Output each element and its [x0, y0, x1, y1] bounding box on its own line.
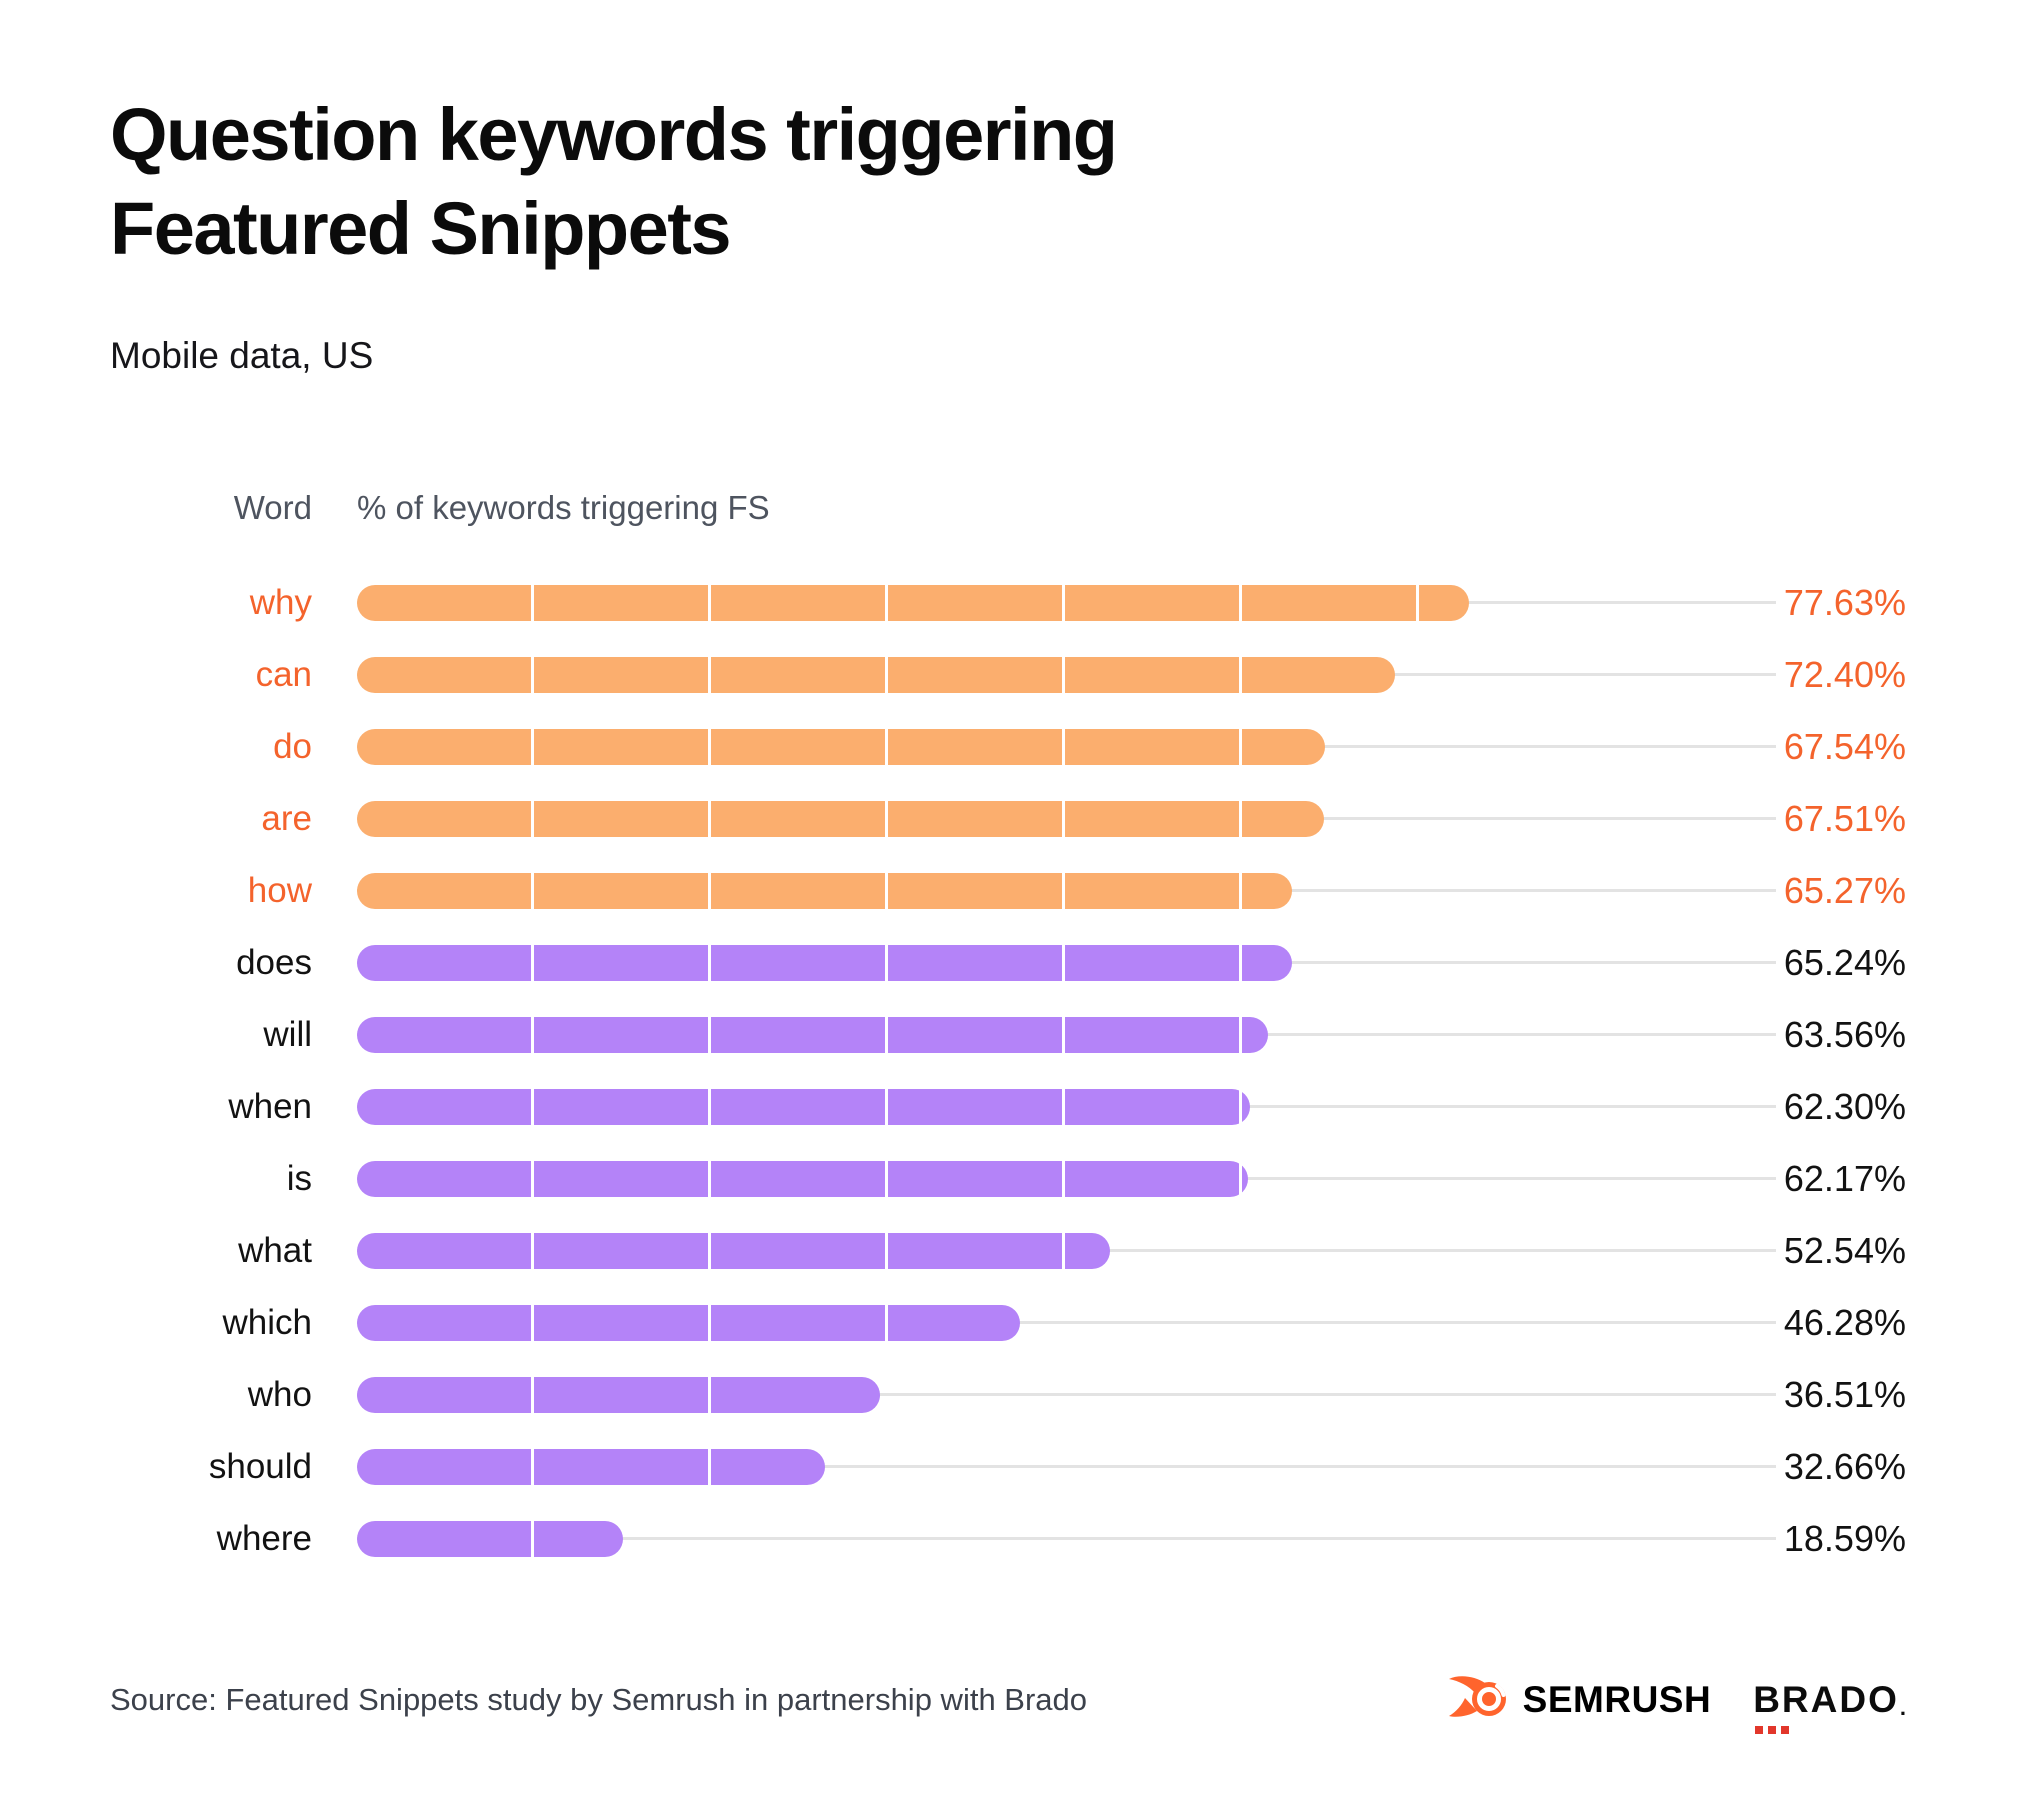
bar-cell: [357, 1287, 1776, 1359]
bar-cell: [357, 855, 1776, 927]
chart-row: will 63.56%: [0, 999, 2020, 1071]
bar: [357, 801, 1325, 837]
bar-cell: [357, 1143, 1776, 1215]
bar-cell: [357, 1359, 1776, 1431]
page-subtitle: Mobile data, US: [110, 335, 374, 376]
row-value-label: 18.59%: [1783, 1518, 1906, 1559]
semrush-logo: SEMRUSH: [1447, 1673, 1712, 1728]
row-word-label: is: [286, 1159, 312, 1198]
chart-row: where 18.59%: [0, 1503, 2020, 1575]
bar-cell: [357, 711, 1776, 783]
row-value-label: 63.56%: [1783, 1014, 1906, 1055]
row-word-label: are: [261, 799, 312, 838]
row-word-label: who: [247, 1375, 312, 1414]
bar-cell: [357, 1503, 1776, 1575]
bar-cell: [357, 999, 1776, 1071]
bar-chart: why 77.63% can 72.40% do 67.54% are 67.51% how 65…: [0, 567, 2020, 1575]
bar: [357, 1449, 825, 1485]
row-value-label: 62.30%: [1783, 1086, 1906, 1127]
bar-cell: [357, 1071, 1776, 1143]
row-value-label: 67.51%: [1783, 798, 1906, 839]
column-headers: Word % of keywords triggering FS: [0, 489, 2020, 526]
row-word-label: which: [222, 1303, 312, 1342]
chart-row: which 46.28%: [0, 1287, 2020, 1359]
chart-row: are 67.51%: [0, 783, 2020, 855]
row-value-label: 67.54%: [1783, 726, 1906, 767]
source-note: Source: Featured Snippets study by Semru…: [110, 1682, 1088, 1717]
row-value-label: 65.24%: [1783, 942, 1906, 983]
chart-row: what 52.54%: [0, 1215, 2020, 1287]
logos: SEMRUSH BRADO .: [1447, 1673, 1906, 1734]
row-value-label: 32.66%: [1783, 1446, 1906, 1487]
row-word-label: how: [247, 871, 312, 910]
bar-track: [357, 1393, 1776, 1396]
bar-track: [357, 1465, 1776, 1468]
bar: [357, 1017, 1268, 1053]
bar: [357, 1377, 881, 1413]
bar-track: [357, 1321, 1776, 1324]
bar: [357, 1233, 1110, 1269]
brado-trademark-dot: .: [1899, 1695, 1906, 1720]
bar: [357, 1521, 624, 1557]
chart-row: does 65.24%: [0, 927, 2020, 999]
chart-row: who 36.51%: [0, 1359, 2020, 1431]
chart-row: is 62.17%: [0, 1143, 2020, 1215]
row-word-label: what: [238, 1231, 312, 1270]
brado-logo: BRADO .: [1753, 1679, 1906, 1734]
row-value-label: 36.51%: [1783, 1374, 1906, 1415]
row-word-label: why: [249, 583, 312, 622]
brado-dots-icon: [1755, 1726, 1790, 1734]
row-word-label: can: [255, 655, 312, 694]
row-word-label: should: [208, 1447, 312, 1486]
semrush-flame-icon: [1447, 1673, 1511, 1728]
row-word-label: where: [216, 1519, 312, 1558]
bar: [357, 1305, 1021, 1341]
row-value-label: 62.17%: [1783, 1158, 1906, 1199]
column-header-word: Word: [233, 489, 312, 526]
bar-cell: [357, 1215, 1776, 1287]
bar: [357, 585, 1470, 621]
bar-track: [357, 1537, 1776, 1540]
bar: [357, 1089, 1250, 1125]
page-title: Question keywords triggering Featured Sn…: [110, 93, 1118, 270]
chart-row: why 77.63%: [0, 567, 2020, 639]
chart-row: should 32.66%: [0, 1431, 2020, 1503]
row-word-label: when: [228, 1087, 312, 1126]
column-header-value: % of keywords triggering FS: [357, 489, 770, 526]
chart-row: can 72.40%: [0, 639, 2020, 711]
semrush-wordmark: SEMRUSH: [1522, 1679, 1712, 1720]
bar: [357, 873, 1293, 909]
chart-row: do 67.54%: [0, 711, 2020, 783]
bar-cell: [357, 927, 1776, 999]
chart-row: how 65.27%: [0, 855, 2020, 927]
bar-cell: [357, 783, 1776, 855]
row-value-label: 65.27%: [1783, 870, 1906, 911]
chart-row: when 62.30%: [0, 1071, 2020, 1143]
bar-cell: [357, 567, 1776, 639]
row-word-label: does: [236, 943, 312, 982]
row-word-label: do: [273, 727, 312, 766]
bar: [357, 945, 1292, 981]
bar: [357, 657, 1395, 693]
bar: [357, 1161, 1248, 1197]
footer: Source: Featured Snippets study by Semru…: [0, 1668, 2020, 1734]
brado-wordmark: BRADO: [1753, 1679, 1899, 1720]
bar-cell: [357, 639, 1776, 711]
row-value-label: 46.28%: [1783, 1302, 1906, 1343]
bar-cell: [357, 1431, 1776, 1503]
row-word-label: will: [263, 1015, 312, 1054]
row-value-label: 77.63%: [1783, 582, 1906, 623]
bar: [357, 729, 1325, 765]
row-value-label: 52.54%: [1783, 1230, 1906, 1271]
row-value-label: 72.40%: [1783, 654, 1906, 695]
